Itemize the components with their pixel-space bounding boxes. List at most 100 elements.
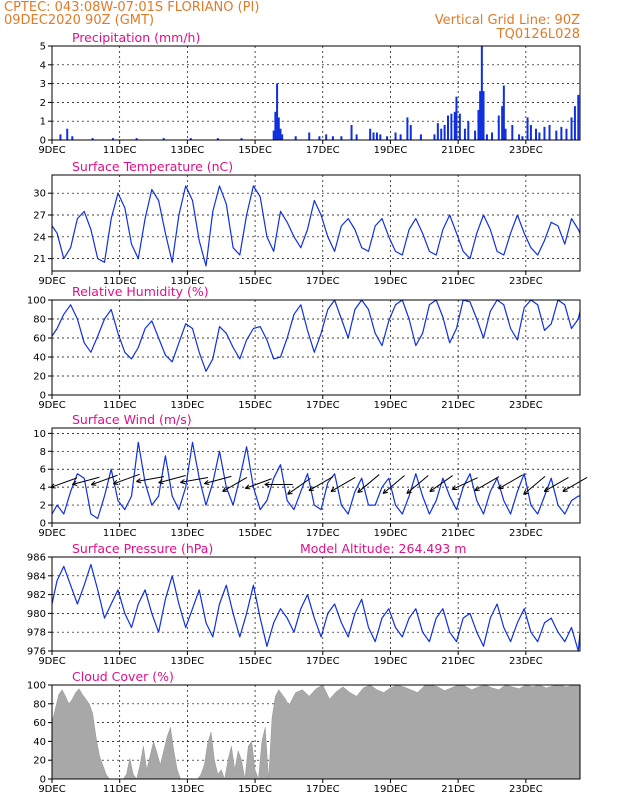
- y-tick-label: 100: [27, 296, 46, 307]
- humidity-frame: [51, 299, 581, 396]
- x-tick-label: 15DEC: [238, 784, 272, 795]
- precipitation-bar: [135, 138, 138, 140]
- header-station: CPTEC: 043:08W-07:01S FLORIANO (PI): [4, 0, 259, 15]
- x-tick-label: 9DEC: [38, 400, 65, 411]
- header-run-time: 09DEC2020 90Z (GMT): [4, 13, 154, 28]
- precipitation-bar: [350, 124, 353, 140]
- precipitation-bar: [497, 115, 500, 140]
- y-tick-label: 3: [40, 79, 46, 90]
- precipitation-bar: [560, 126, 563, 140]
- precipitation-bar: [548, 124, 551, 140]
- x-tick-label: 13DEC: [171, 784, 205, 795]
- y-tick-label: 10: [33, 429, 46, 440]
- precipitation-bar: [482, 91, 485, 140]
- precipitation-bar: [555, 130, 558, 140]
- precipitation-bar: [369, 128, 372, 140]
- precipitation-frame: [51, 45, 581, 141]
- precipitation-bar: [91, 138, 94, 140]
- precipitation-bar: [274, 111, 277, 140]
- precipitation-bar: [474, 130, 477, 140]
- wind-arrow: [287, 477, 311, 495]
- precipitation-bar: [308, 132, 311, 140]
- y-tick-label: 60: [33, 718, 46, 729]
- precipitation-bar: [477, 109, 480, 140]
- pressure-panel: 976 978 980 982 984 986 9DEC 11DEC 13DEC 15DEC 17D…: [27, 541, 581, 667]
- precipitation-bar: [504, 128, 507, 140]
- y-tick-label: 20: [33, 756, 46, 767]
- y-tick-label: 4: [40, 483, 46, 494]
- wind-arrow: [203, 475, 232, 486]
- cloud-cover-panel: 0 20 40 60 80 100 9DEC 11DEC 13DEC 15DEC 17DEC 19DE…: [27, 669, 581, 795]
- precipitation-bar: [272, 130, 275, 140]
- temperature-line: [51, 185, 581, 267]
- temperature-frame: [51, 174, 581, 272]
- cloud-cover-frame: [51, 684, 581, 780]
- y-tick-label: 60: [33, 334, 46, 345]
- temperature-title: Surface Temperature (nC): [72, 159, 233, 174]
- precipitation-bar: [436, 123, 439, 140]
- precipitation-bar: [491, 132, 493, 140]
- wind-arrow: [112, 473, 140, 485]
- y-tick-label: 40: [33, 353, 46, 364]
- cloud-cover-title: Cloud Cover (%): [72, 669, 174, 684]
- precipitation-bar: [501, 106, 504, 140]
- wind-arrow: [264, 481, 293, 488]
- precipitation-bar: [375, 132, 378, 140]
- precipitation-bar: [276, 83, 279, 140]
- x-tick-label: 17DEC: [306, 528, 340, 539]
- precipitation-bar: [543, 126, 546, 140]
- y-tick-label: 27: [33, 211, 46, 222]
- precipitation-bar: [521, 136, 524, 140]
- precipitation-bar: [386, 136, 389, 140]
- precipitation-bar: [279, 128, 282, 140]
- y-tick-label: 0: [40, 775, 46, 786]
- y-tick-label: 80: [33, 699, 46, 710]
- wind-arrow: [523, 475, 546, 495]
- wind-frame: [51, 427, 581, 524]
- wind-arrow: [474, 476, 500, 492]
- x-tick-label: 21DEC: [441, 400, 475, 411]
- x-tick-label: 11DEC: [103, 656, 137, 667]
- humidity-title: Relative Humidity (%): [72, 284, 209, 299]
- wind-arrow: [406, 475, 429, 494]
- precipitation-bar: [526, 117, 529, 140]
- y-tick-label: 1: [40, 117, 46, 128]
- precipitation-bar: [419, 134, 422, 140]
- temperature-panel: 21 24 27 30 9DEC 11DEC 13DEC 15DEC 17DEC 19DEC 21D…: [33, 159, 581, 287]
- x-tick-label: 17DEC: [306, 276, 340, 287]
- precipitation-bar: [406, 117, 409, 140]
- precipitation-bar: [66, 128, 69, 140]
- x-tick-label: 13DEC: [171, 656, 205, 667]
- x-tick-label: 9DEC: [38, 656, 65, 667]
- precipitation-bar: [479, 91, 482, 140]
- wind-arrow: [136, 476, 165, 484]
- x-tick-label: 15DEC: [238, 276, 272, 287]
- precipitation-bar: [529, 124, 532, 140]
- y-tick-label: 980: [27, 609, 46, 620]
- x-tick-label: 17DEC: [306, 400, 340, 411]
- x-tick-label: 11DEC: [103, 784, 137, 795]
- model-altitude-label: Model Altitude: 264.493 m: [300, 541, 466, 556]
- y-tick-label: 0: [40, 519, 46, 530]
- wind-arrow: [357, 474, 380, 494]
- x-tick-label: 19DEC: [374, 528, 408, 539]
- precipitation-bar: [518, 134, 521, 140]
- precipitation-bar: [318, 136, 321, 140]
- x-tick-label: 19DEC: [374, 400, 408, 411]
- x-tick-label: 23DEC: [509, 400, 543, 411]
- x-tick-label: 11DEC: [103, 276, 137, 287]
- pressure-title: Surface Pressure (hPa): [72, 541, 213, 556]
- y-tick-label: 2: [40, 98, 46, 109]
- precipitation-bar: [277, 117, 280, 140]
- precipitation-bar: [443, 124, 446, 140]
- precipitation-bar: [399, 134, 402, 140]
- x-tick-label: 21DEC: [441, 145, 475, 156]
- wind-arrow: [543, 477, 569, 492]
- wind-arrow: [222, 477, 248, 492]
- wind-arrow: [330, 477, 356, 492]
- x-tick-label: 19DEC: [374, 145, 408, 156]
- precipitation-bar: [467, 121, 470, 140]
- precipitation-bar: [294, 136, 297, 140]
- pressure-line: [51, 563, 581, 652]
